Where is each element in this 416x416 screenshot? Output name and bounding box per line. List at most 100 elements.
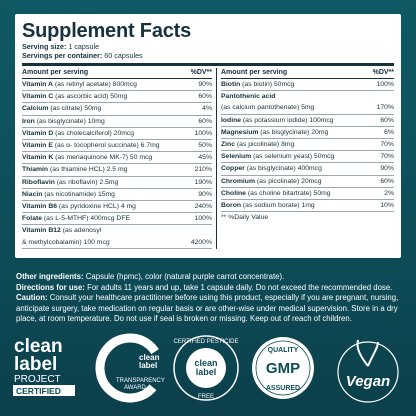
badge-ring — [255, 340, 311, 396]
row-line: Vitamin D (as cholecalciferol) 20mcg 100% — [22, 128, 212, 139]
nutrient-detail: (as riboflavin) 2.5mg — [56, 178, 119, 186]
transparency-badge: clean label TRANSPARENCY AWARD — [95, 333, 165, 403]
nutrient-name: Thiamin — [22, 166, 49, 174]
nutrient-detail: (as citrate) 50mg — [50, 105, 102, 113]
nutrient-name: Riboflavin — [22, 178, 55, 186]
nutrient: Boron (as sodium borate) 1mg — [221, 200, 315, 211]
nutrient-row: Copper (as bisglycinate) 400mcg 90% — [221, 163, 394, 176]
nutrient-row: Riboflavin (as riboflavin) 2.5mg 190% — [22, 177, 212, 189]
row-line: Biotin (as biotin) 50mcg 100% — [221, 79, 394, 90]
daily-value: 90% — [198, 81, 212, 88]
daily-value: 50% — [198, 142, 212, 150]
note-label: Other ingredients: — [16, 272, 84, 281]
badge-bar — [13, 385, 75, 396]
nutrient: Copper (as bisglycinate) 400mcg — [221, 163, 322, 174]
nutrient-detail: (as cholecalciferol) 20mcg — [55, 129, 135, 137]
badge-ring — [95, 333, 165, 403]
nutrient-detail: (as pyridoxine HCL) 4 mg — [58, 203, 136, 211]
nutrient-name: Zinc — [221, 141, 235, 149]
row-line: Zinc (as picolinate) 8mg 70% — [221, 139, 394, 150]
nutrient-row: Vitamin A (as retinyl acetate) 800mcg 90% — [22, 79, 212, 92]
nutrient-name: Biotin — [221, 81, 241, 88]
daily-value: 6% — [384, 128, 394, 136]
nutrient-detail: (as menaquinone MK-7) 50 mcg — [55, 154, 153, 162]
nutrient-detail: (as sodium borate) 1mg — [242, 202, 315, 210]
daily-value: 60% — [198, 93, 212, 101]
row-line: Niacin (as nicotinamide) 15mg 90% — [22, 189, 212, 200]
badge-text: CERTIFIED PESTICIDE — [174, 339, 239, 345]
dv-header: %DV** — [190, 69, 212, 76]
supplement-panel: Supplement Facts Serving size: 1 capsule… — [15, 14, 401, 258]
nutrient-row: Boron (as sodium borate) 1mg 10% — [221, 200, 394, 213]
nutrient-name: Vitamin B12 — [22, 227, 61, 235]
daily-value: 2% — [384, 189, 394, 197]
row-line: (as calcium pantothenate) 5mg 170% — [221, 102, 394, 113]
row-line: Boron (as sodium borate) 1mg 10% — [221, 200, 394, 211]
serving-size: Serving size: 1 capsule — [22, 42, 394, 51]
nutrient-name: Copper — [221, 165, 245, 173]
badge-text: CERTIFIED — [16, 386, 61, 396]
nutrient-name: Magnesium — [221, 128, 259, 136]
nutrient: Zinc (as picolinate) 8mg — [221, 139, 294, 150]
nutrient: Vitamin A (as retinyl acetate) 800mcg — [22, 79, 137, 90]
nutrient-detail: & methylcobalamin) 100 mcg — [22, 238, 110, 246]
row-line: Riboflavin (as riboflavin) 2.5mg 190% — [22, 177, 212, 188]
left-column: Amount per serving %DV** Vitamin A (as re… — [22, 68, 217, 249]
nutrient-name: Vitamin E — [22, 142, 53, 150]
right-column: Amount per serving %DV** Biotin (as bioti… — [217, 68, 394, 249]
row-line: Vitamin B12 (as adenosyl — [22, 225, 212, 236]
nutrient-row: Calcium (as citrate) 50mg 4% — [22, 103, 212, 116]
nutrient-row: Zinc (as picolinate) 8mg 70% — [221, 139, 394, 152]
nutrient-name: Vitamin K — [22, 154, 54, 162]
nutrient-row: Vitamin C (as ascorbic acid) 50mg 60% — [22, 91, 212, 104]
daily-value: 90% — [380, 165, 394, 173]
nutrient: Choline (as choline bitartrate) 50mg — [221, 188, 331, 199]
nutrient-detail: (as picolinate) 8mg — [236, 141, 295, 149]
nutrient-name: Calcium — [22, 105, 49, 113]
nutrient-row: Magnesium (as bisglycinate) 20mg 6% — [221, 127, 394, 140]
daily-value: 70% — [380, 153, 394, 161]
nutrient-row: Vitamin D (as cholecalciferol) 20mcg 100% — [22, 128, 212, 141]
row-line: Choline (as choline bitartrate) 50mg 2% — [221, 188, 394, 199]
badge-text: GMP — [266, 360, 300, 377]
nutrient-row: Choline (as choline bitartrate) 50mg 2% — [221, 188, 394, 201]
badge-ring — [337, 341, 399, 403]
row-line: Iodine (as potassium iodide) 100mcg 60% — [221, 115, 394, 126]
daily-value: 90% — [198, 190, 212, 198]
nutrient: Niacin (as nicotinamide) 15mg — [22, 189, 115, 200]
nutrient-detail: (as retinyl acetate) 800mcg — [54, 81, 137, 88]
badge-text: clean — [139, 353, 160, 362]
nutrient-name: Vitamin D — [22, 129, 54, 137]
badge-disc — [186, 348, 226, 388]
amount-header: Amount per serving — [22, 69, 89, 76]
nutrient-name: Selenium — [221, 153, 252, 161]
daily-value: 60% — [380, 177, 394, 185]
nutrient-detail: (as ascorbic acid) 50mg — [55, 93, 128, 101]
nutrient-name: Boron — [221, 202, 242, 210]
daily-value: 100% — [376, 81, 394, 88]
badge-text: QUALITY — [268, 347, 299, 354]
pesticide-badge: CERTIFIED PESTICIDE FREE clean label — [173, 335, 239, 401]
badge-text: clean — [14, 336, 63, 357]
row-line: Calcium (as citrate) 50mg 4% — [22, 103, 212, 114]
note-label: Caution: — [16, 293, 48, 303]
nutrient-detail: (as thiamine HCL) 2.5 mg — [49, 166, 128, 174]
badge-text: FREE — [198, 394, 214, 400]
note-text: Consult your healthcare practitioner bef… — [16, 293, 399, 324]
nutrient-row: Vitamin B12 (as adenosyl & methylcobalami… — [22, 225, 212, 249]
nutrient: Riboflavin (as riboflavin) 2.5mg — [22, 177, 118, 188]
row-line: Thiamin (as thiamine HCL) 2.5 mg 210% — [22, 164, 212, 175]
badge-text: label — [196, 367, 217, 377]
nutrient-detail: (as adenosyl — [62, 227, 102, 235]
nutrient: Pantothenic acid — [221, 91, 275, 102]
label: Servings per container: — [22, 51, 103, 60]
nutrient-row: Niacin (as nicotinamide) 15mg 90% — [22, 189, 212, 202]
clean-label-badge: clean label PROJECT CERTIFIED — [13, 336, 75, 396]
daily-value: 70% — [380, 141, 394, 149]
nutrient-row: Iron (as bisglycinate) 10mg 60% — [22, 116, 212, 128]
title: Supplement Facts — [22, 20, 192, 42]
nutrient: Vitamin C (as ascorbic acid) 50mg — [22, 91, 127, 102]
nutrient-row: Chromium (as picolinate) 20mcg 60% — [221, 176, 394, 188]
notes: Other ingredients: Capsule (hpmc), color… — [16, 272, 400, 325]
badge-text: label — [139, 361, 157, 370]
